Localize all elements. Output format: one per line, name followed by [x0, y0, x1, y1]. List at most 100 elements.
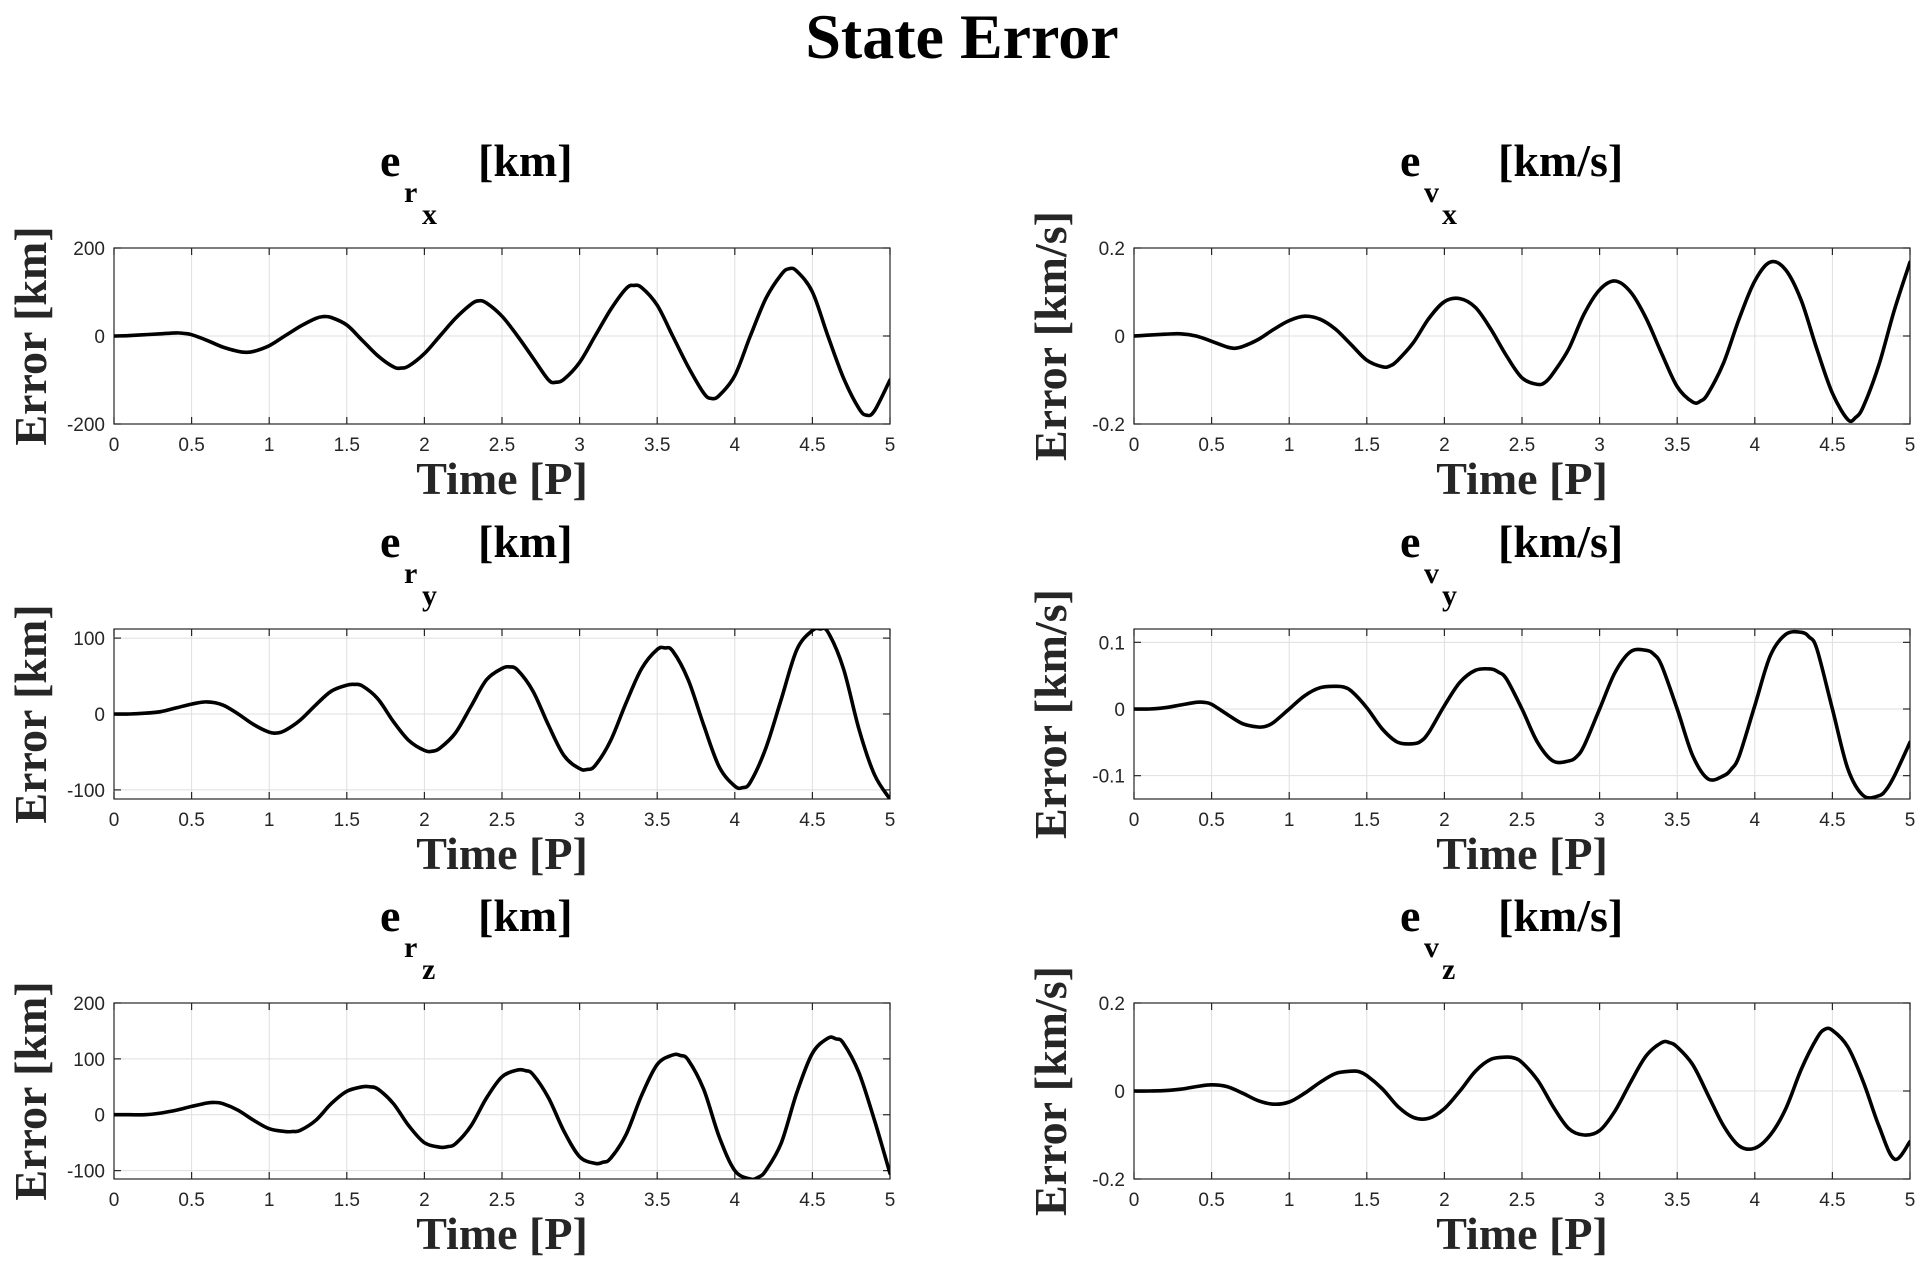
x-tick-label: 4.5 — [799, 810, 825, 831]
subplot-title: evx [km/s] — [1400, 135, 1623, 231]
x-tick-label: 3 — [1594, 435, 1605, 456]
x-tick-label: 0 — [1129, 435, 1140, 456]
x-tick-label: 2.5 — [489, 1190, 515, 1211]
title-unit: [km] — [478, 516, 573, 567]
y-tick-label: -0.2 — [1092, 1170, 1125, 1191]
x-tick-label: 3 — [574, 1190, 585, 1211]
y-axis-label: Error [km/s] — [1025, 589, 1076, 839]
x-tick-label: 3.5 — [644, 435, 670, 456]
x-tick-label: 4.5 — [1819, 435, 1845, 456]
x-tick-label: 1.5 — [334, 1190, 360, 1211]
x-tick-label: 0 — [1129, 810, 1140, 831]
series-line — [114, 1035, 890, 1179]
x-tick-label: 1 — [264, 810, 275, 831]
x-axis-label: Time [P] — [416, 828, 588, 879]
x-tick-label: 3 — [574, 435, 585, 456]
y-tick-label: 100 — [73, 629, 105, 650]
title-subscript: r — [404, 931, 417, 964]
title-subscript: r — [404, 176, 417, 209]
y-axis-label: Error [km/s] — [1025, 211, 1076, 461]
title-base: e — [1400, 135, 1420, 186]
x-tick-label: 3.5 — [1664, 810, 1690, 831]
y-tick-label: 200 — [73, 994, 105, 1015]
y-tick-label: 0.2 — [1099, 239, 1125, 260]
x-tick-label: 3 — [1594, 1190, 1605, 1211]
title-subscript: v — [1424, 557, 1439, 590]
y-tick-label: -0.1 — [1092, 767, 1125, 788]
x-tick-label: 0.5 — [178, 435, 204, 456]
x-tick-label: 0.5 — [1198, 1190, 1224, 1211]
y-axis-label: Error [km] — [5, 226, 56, 445]
y-tick-label: 0 — [94, 327, 105, 348]
y-tick-label: -100 — [67, 781, 105, 802]
y-tick-label: -0.2 — [1092, 415, 1125, 436]
series-line — [1134, 1026, 1910, 1162]
y-tick-label: 0 — [1114, 327, 1125, 348]
title-base: e — [380, 516, 400, 567]
x-tick-label: 2 — [419, 1190, 430, 1211]
x-tick-label: 0.5 — [178, 810, 204, 831]
x-axis-label: Time [P] — [1436, 1208, 1608, 1259]
title-subsubscript: y — [422, 579, 437, 612]
x-tick-label: 2.5 — [1509, 1190, 1535, 1211]
x-axis-label: Time [P] — [1436, 828, 1608, 879]
title-unit: [km/s] — [1498, 516, 1623, 567]
y-tick-label: -100 — [67, 1162, 105, 1183]
y-tick-label: 0.2 — [1099, 994, 1125, 1015]
subplot-title: ery [km] — [380, 516, 573, 612]
x-tick-label: 2.5 — [1509, 810, 1535, 831]
x-tick-label: 5 — [1905, 810, 1916, 831]
series-line — [114, 266, 890, 418]
subplot-5: 0 0.5 1 1.5 2 2.5 3 3.5 4 4.5 5-1000100200erz[km]T… — [5, 890, 895, 1259]
title-base: e — [1400, 516, 1420, 567]
figure-title: State Error — [805, 1, 1118, 72]
x-tick-label: 0.5 — [1198, 435, 1224, 456]
subplot-1: 0 0.5 1 1.5 2 2.5 3 3.5 4 4.5 5-2000200erx[km]Time… — [5, 135, 895, 504]
x-tick-label: 2 — [419, 435, 430, 456]
title-unit: [km/s] — [1498, 890, 1623, 941]
title-unit: [km] — [478, 890, 573, 941]
x-tick-label: 1.5 — [1354, 810, 1380, 831]
x-tick-label: 4.5 — [1819, 810, 1845, 831]
title-subscript: r — [404, 557, 417, 590]
subplot-3: 0 0.5 1 1.5 2 2.5 3 3.5 4 4.5 5-1000100ery[km]Time… — [5, 516, 895, 879]
x-axis-label: Time [P] — [1436, 453, 1608, 504]
title-subsubscript: x — [1442, 198, 1457, 231]
x-tick-label: 3.5 — [644, 1190, 670, 1211]
x-tick-label: 4 — [1750, 435, 1761, 456]
x-tick-label: 2 — [1439, 810, 1450, 831]
x-tick-label: 0 — [109, 1190, 120, 1211]
x-tick-label: 0 — [109, 810, 120, 831]
title-subsubscript: z — [422, 953, 435, 986]
subplot-title: evz [km/s] — [1400, 890, 1623, 986]
title-subsubscript: y — [1442, 579, 1457, 612]
x-tick-label: 4.5 — [799, 1190, 825, 1211]
x-tick-label: 2.5 — [489, 435, 515, 456]
x-tick-label: 3 — [574, 810, 585, 831]
title-unit: [km/s] — [1498, 135, 1623, 186]
y-tick-label: -200 — [67, 415, 105, 436]
x-axis-label: Time [P] — [416, 453, 588, 504]
subplot-2: 0 0.5 1 1.5 2 2.5 3 3.5 4 4.5 5-0.200.2evx[km/s]Ti… — [1025, 135, 1915, 504]
subplot-4: 0 0.5 1 1.5 2 2.5 3 3.5 4 4.5 5 -0.1 0 0.1 evy [km/s] Ti… — [1025, 516, 1915, 879]
x-tick-label: 3 — [1594, 810, 1605, 831]
series-line — [1134, 259, 1910, 424]
x-axis-label: Time [P] — [416, 1208, 588, 1259]
x-tick-label: 3.5 — [1664, 1190, 1690, 1211]
y-tick-label: 0 — [94, 705, 105, 726]
x-tick-label: 2 — [419, 810, 430, 831]
x-tick-label: 5 — [885, 810, 896, 831]
x-tick-label: 2.5 — [1509, 435, 1535, 456]
title-base: e — [380, 890, 400, 941]
title-subsubscript: z — [1442, 953, 1455, 986]
title-subscript: v — [1424, 931, 1439, 964]
x-tick-label: 1 — [264, 1190, 275, 1211]
x-tick-label: 2 — [1439, 435, 1450, 456]
x-tick-label: 3.5 — [1664, 435, 1690, 456]
subplot-6: 0 0.5 1 1.5 2 2.5 3 3.5 4 4.5 5-0.200.2evz[km/s]Ti… — [1025, 890, 1915, 1259]
x-tick-label: 5 — [885, 435, 896, 456]
x-tick-label: 4.5 — [1819, 1190, 1845, 1211]
title-subsubscript: x — [422, 198, 437, 231]
x-tick-label: 1.5 — [1354, 1190, 1380, 1211]
